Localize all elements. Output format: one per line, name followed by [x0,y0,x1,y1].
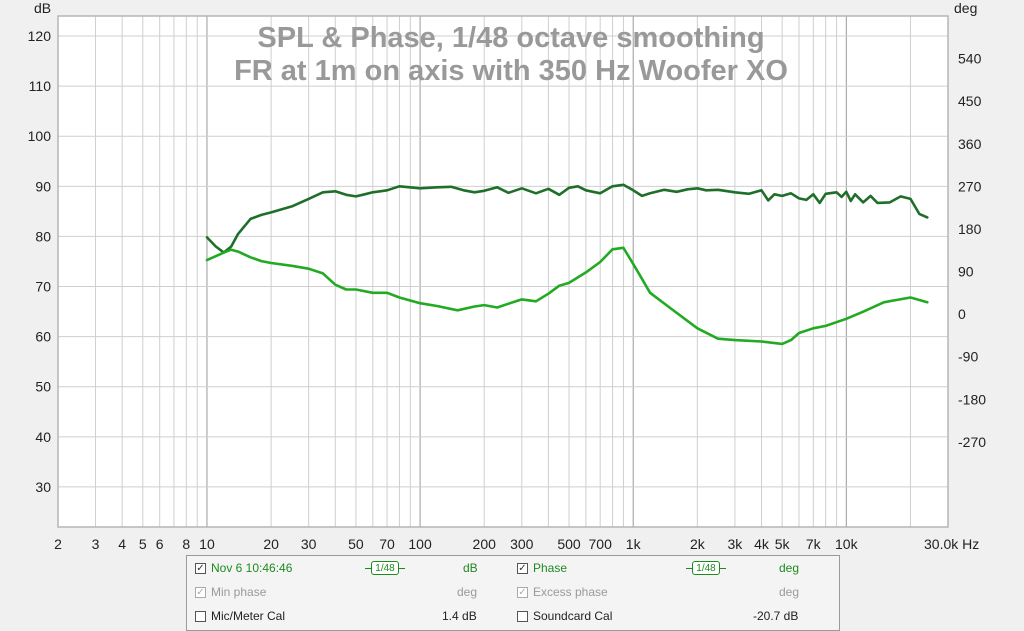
y-tick-label: 50 [35,379,51,395]
soundcard-cal-label: Soundcard Cal [533,609,613,623]
series-phase-line [205,246,929,346]
x-tick-label: 5k [775,536,791,552]
chart-title: SPL & Phase, 1/48 octave smoothing [257,22,764,54]
y2-tick-label: 360 [958,136,982,152]
min-phase-label: Min phase [211,585,267,599]
x-tick-label: 10k [835,536,859,552]
phase-checkbox[interactable]: ✓ [517,563,528,574]
x-tick-label: 8 [182,536,190,552]
plot-border [57,15,949,528]
legend-row-minphase: ✓ Min phase deg ✓ Excess phase deg [187,582,839,602]
x-tick-label: 5 [139,536,147,552]
y2-tick-label: 180 [958,221,982,237]
x-tick-label: 4k [754,536,770,552]
y-tick-label: 60 [35,329,51,345]
x-tick-label: 6 [156,536,164,552]
y2-tick-label: -180 [958,391,986,407]
series-spl-line [205,183,929,254]
x-tick-label: 10 [199,536,215,552]
y2-tick-label: 0 [958,306,966,322]
mic-cal-value: 1.4 dB [442,609,477,623]
y2-tick-label: 540 [958,51,982,67]
y2-tick-label: -270 [958,434,986,450]
legend-row-measurement: ✓ Nov 6 10:46:46 1/48 dB ✓ Phase 1/48 de… [187,558,839,578]
phase-unit: deg [779,561,800,575]
y-tick-label: 120 [28,28,52,44]
x-tick-label: 1k [626,536,642,552]
phase-label: Phase [533,561,568,575]
y2-tick-label: 450 [958,93,982,109]
x-tick-label: 2 [54,536,62,552]
y2-axis-label: deg [954,0,977,16]
x-tick-label: 300 [510,536,534,552]
excess-phase-checkbox[interactable]: ✓ [517,587,528,598]
mic-cal-checkbox[interactable] [195,611,206,622]
x-tick-label: 2k [690,536,706,552]
excess-phase-label: Excess phase [533,585,608,599]
x-tick-label: 3k [727,536,743,552]
y2-tick-label: -90 [958,349,978,365]
measurement-label: Nov 6 10:46:46 [211,561,293,575]
y-tick-label: 100 [28,128,52,144]
spl-phase-chart: 1201101009080706050403054045036027018090… [28,0,987,552]
x-tick-label: 3 [92,536,100,552]
chart-subtitle: FR at 1m on axis with 350 Hz Woofer XO [234,55,788,87]
y-tick-label: 70 [35,279,51,295]
y-tick-label: 40 [35,429,51,445]
y2-tick-label: 90 [958,264,974,280]
x-tick-label: 70 [379,536,395,552]
x-tick-label: 50 [348,536,364,552]
measurement-checkbox[interactable]: ✓ [195,563,206,574]
x-tick-label: 20 [263,536,279,552]
legend-panel: ✓ Nov 6 10:46:46 1/48 dB ✓ Phase 1/48 de… [186,555,840,631]
y-tick-label: 80 [35,228,51,244]
min-phase-unit: deg [457,585,478,599]
x-tick-label: 4 [118,536,126,552]
spl-smoothing-button[interactable]: 1/48 [365,561,405,575]
x-tick-label: 7k [806,536,822,552]
mic-cal-label: Mic/Meter Cal [211,609,286,623]
soundcard-cal-checkbox[interactable] [517,611,528,622]
x-tick-label: 30.0k Hz [924,536,979,552]
excess-phase-unit: deg [779,585,800,599]
y-tick-label: 90 [35,178,51,194]
min-phase-checkbox[interactable]: ✓ [195,587,206,598]
x-tick-label: 30 [301,536,317,552]
legend-row-cal: Mic/Meter Cal 1.4 dB Soundcard Cal -20.7… [187,606,839,626]
x-tick-label: 200 [473,536,497,552]
soundcard-cal-value: -20.7 dB [753,609,799,623]
x-tick-label: 100 [408,536,432,552]
y-tick-label: 30 [35,479,51,495]
plot-area [58,16,948,527]
phase-smoothing-button[interactable]: 1/48 [686,561,726,575]
y-tick-label: 110 [29,78,52,94]
spl-unit: dB [463,561,478,575]
x-tick-label: 700 [589,536,613,552]
y-axis-label: dB [34,0,51,16]
x-tick-label: 500 [557,536,581,552]
y2-tick-label: 270 [958,178,982,194]
